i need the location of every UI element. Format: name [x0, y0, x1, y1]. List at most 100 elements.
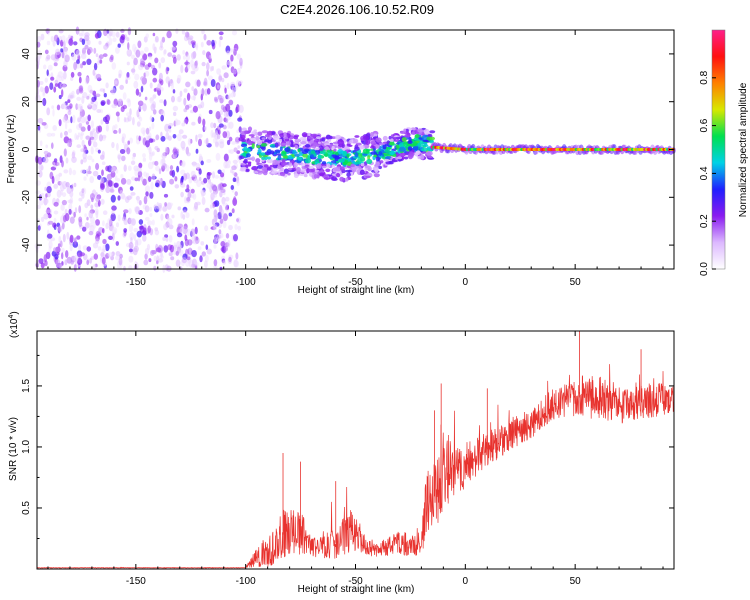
spectrogram-cell: [265, 134, 270, 138]
spectrogram-cell: [80, 169, 86, 174]
spectrogram-cell: [155, 182, 160, 188]
spectrogram-cell: [325, 134, 331, 140]
spectrogram-cell: [170, 78, 173, 84]
spectrogram-cell: [360, 162, 365, 167]
spectrogram-cell: [64, 259, 68, 266]
spectrogram-cell: [195, 60, 199, 67]
spectrogram-cell: [301, 166, 306, 170]
spectrogram-cell: [220, 104, 225, 111]
spectrogram-cell: [178, 129, 184, 135]
spectrogram-cell: [81, 139, 85, 147]
spectrogram-cell: [107, 179, 113, 187]
spectrogram-cell: [283, 168, 289, 174]
spectrogram-cell: [412, 146, 419, 151]
spectrogram-cell: [103, 93, 107, 98]
spectrogram-cell: [312, 142, 318, 147]
spectrogram-cell: [179, 227, 185, 234]
spectrogram-cell: [45, 144, 48, 149]
spectrogram-cell: [205, 244, 209, 250]
spectrogram-cell: [200, 160, 204, 166]
spectrogram-cell: [123, 141, 127, 146]
spectrogram-cell: [101, 134, 106, 141]
spectrogram-cell: [256, 139, 263, 146]
spectrogram-cell: [61, 89, 64, 98]
spectrogram-cell: [107, 252, 114, 258]
spectrogram-cell: [63, 47, 68, 55]
spectrogram-cell: [206, 69, 210, 77]
spectrogram-cell: [165, 66, 169, 75]
spectrogram-cell: [128, 217, 134, 225]
spectrogram-cell: [208, 54, 212, 60]
spectrogram-cell: [111, 104, 117, 109]
spectrogram-cell: [357, 157, 363, 163]
spectrogram-cell: [180, 169, 186, 175]
spectrogram-panel: -150 -100 -50 0 50 -40 -20 0 20 40 Height of str…: [6, 26, 676, 296]
spectrogram-cell: [90, 204, 94, 210]
spectrogram-cell: [233, 147, 238, 153]
spectrogram-cell: [126, 49, 132, 55]
spectrogram-cell: [115, 168, 119, 174]
spectrogram-cell: [304, 144, 311, 148]
spectrogram-cell: [190, 40, 196, 45]
colorbar-label: Normalized spectral amplitude: [738, 82, 749, 217]
spectrogram-cell: [181, 257, 187, 264]
spectrogram-cell: [201, 196, 206, 206]
spectrogram-cell: [317, 141, 321, 144]
spectrogram-cell: [359, 169, 365, 175]
spectrogram-cell: [210, 79, 216, 87]
spectrogram-cell: [110, 166, 116, 173]
spectrogram-cell: [111, 227, 118, 234]
spectrogram-cell: [220, 241, 226, 247]
spectrogram-cell: [349, 139, 354, 144]
spectrogram-cell: [231, 208, 235, 214]
spectrogram-cell: [200, 41, 204, 48]
spectrogram-cell: [128, 224, 134, 233]
spectrogram-cell: [153, 46, 157, 51]
spectrogram-cell: [197, 133, 203, 138]
spectrogram-cell: [226, 60, 232, 66]
spectrogram-cell: [180, 191, 184, 198]
spectrogram-cell: [56, 104, 61, 111]
spectrogram-cell: [50, 54, 56, 61]
spectrogram-cell: [90, 146, 94, 155]
spectrogram-cell: [61, 199, 67, 206]
spectrogram-cell: [296, 160, 302, 164]
spectrogram-cell: [121, 155, 126, 162]
spectrogram-cell: [292, 149, 297, 154]
spectrogram-cell: [87, 114, 91, 122]
spectrogram-cell: [83, 144, 87, 149]
spectrogram-cell: [216, 68, 222, 75]
spectrogram-cell: [142, 157, 147, 162]
spectrogram-cell: [154, 160, 159, 166]
spectrogram-cell: [111, 205, 117, 211]
spectrogram-cell: [196, 179, 202, 188]
spectrogram-cell: [119, 84, 124, 90]
spectrogram-cell: [78, 122, 83, 129]
spectrogram-cell: [255, 135, 260, 141]
spectrogram-cell: [235, 252, 239, 260]
spectrogram-cell: [346, 143, 351, 147]
spectrogram-cell: [154, 57, 159, 64]
spectrogram-cell: [69, 94, 74, 99]
spectrogram-cell: [84, 202, 89, 209]
spectrogram-cell: [143, 259, 149, 266]
spectrogram-cell: [183, 173, 188, 181]
spectrogram-cell: [248, 137, 256, 141]
spectrogram-cell: [37, 204, 41, 210]
spectrogram-cell: [135, 206, 140, 215]
spectrogram-cell: [98, 54, 104, 60]
spectrogram-cell: [215, 237, 221, 242]
spectrogram-cell: [37, 60, 40, 66]
spectrogram-cell: [228, 136, 233, 142]
spectrogram-cell: [224, 202, 228, 211]
spectrogram-y-tick-label: -20: [21, 190, 32, 205]
spectrogram-cell: [74, 207, 78, 214]
spectrogram-cell: [80, 116, 86, 124]
spectrogram-cell: [228, 224, 233, 231]
spectrogram-cell: [149, 97, 154, 104]
spectrogram-cell: [407, 146, 413, 151]
spectrogram-cell: [174, 184, 180, 189]
spectrogram-cell: [399, 131, 406, 135]
spectrogram-cell: [69, 234, 74, 243]
spectrogram-cell: [86, 58, 92, 65]
